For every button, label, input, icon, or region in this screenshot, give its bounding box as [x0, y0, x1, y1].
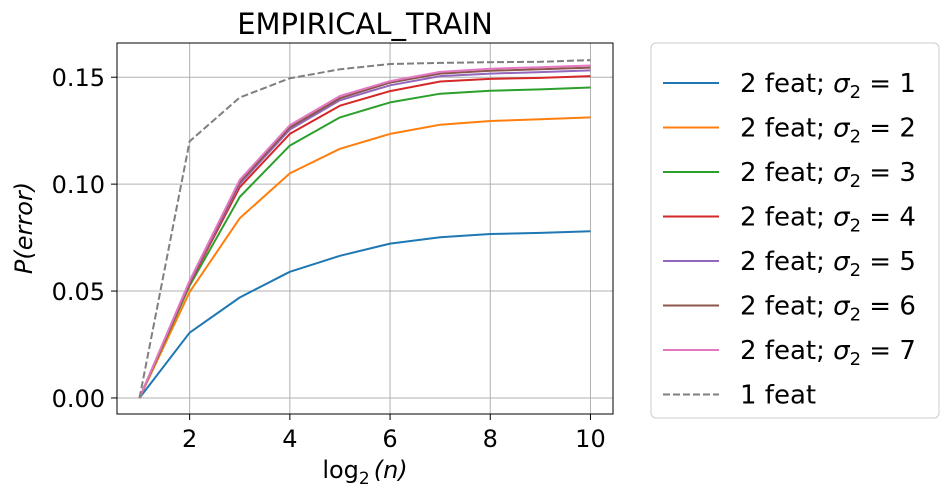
legend-label: 2 feat; σ2 = 1: [740, 69, 916, 103]
legend-label: 2 feat; σ2 = 2: [740, 114, 916, 148]
y-axis-label-arg: (error): [10, 182, 38, 260]
series-line-1: [138, 230, 591, 399]
y-axis-label-main: P: [10, 259, 38, 274]
legend-label: 2 feat; σ2 = 4: [740, 203, 916, 237]
series-lines: [138, 59, 591, 399]
legend-label: 2 feat; σ2 = 5: [740, 247, 916, 281]
x-tick-label: 10: [575, 425, 606, 453]
legend-label: 2 feat; σ2 = 6: [740, 292, 916, 326]
x-axis-label: log2 (n): [322, 456, 407, 489]
y-tick-label: 0.15: [52, 64, 105, 92]
y-tick-label: 0.00: [52, 385, 105, 413]
series-line-2: [138, 116, 591, 399]
y-tick-label: 0.10: [52, 171, 105, 199]
y-tick-label: 0.05: [52, 278, 105, 306]
x-axis-label-sub: 2: [359, 469, 370, 489]
x-tick-label: 4: [282, 425, 297, 453]
x-tick-label: 6: [382, 425, 397, 453]
legend-box: [650, 42, 940, 419]
x-tick-label: 2: [182, 425, 197, 453]
x-ticks: 2 4 6 8 10: [182, 414, 606, 453]
y-ticks: 0.00 0.05 0.10 0.15: [52, 64, 117, 413]
series-line-8: [138, 59, 591, 399]
y-axis-label: P(error): [10, 182, 38, 274]
series-line-3: [138, 86, 591, 399]
x-tick-label: 8: [483, 425, 498, 453]
legend-label: 2 feat; σ2 = 3: [740, 158, 916, 192]
series-line-7: [138, 64, 591, 399]
x-axis-label-arg: (n): [374, 456, 408, 484]
legend: 2 feat; σ2 = 1 2 feat; σ2 = 2 2 feat; σ2 =…: [650, 42, 940, 419]
legend-label: 1 feat: [740, 381, 816, 411]
series-line-4: [138, 75, 591, 399]
x-axis-label-base: log: [322, 456, 359, 484]
legend-label: 2 feat; σ2 = 7: [740, 336, 916, 370]
chart-title: EMPIRICAL_TRAIN: [237, 7, 493, 41]
axes-frame: [116, 42, 614, 415]
